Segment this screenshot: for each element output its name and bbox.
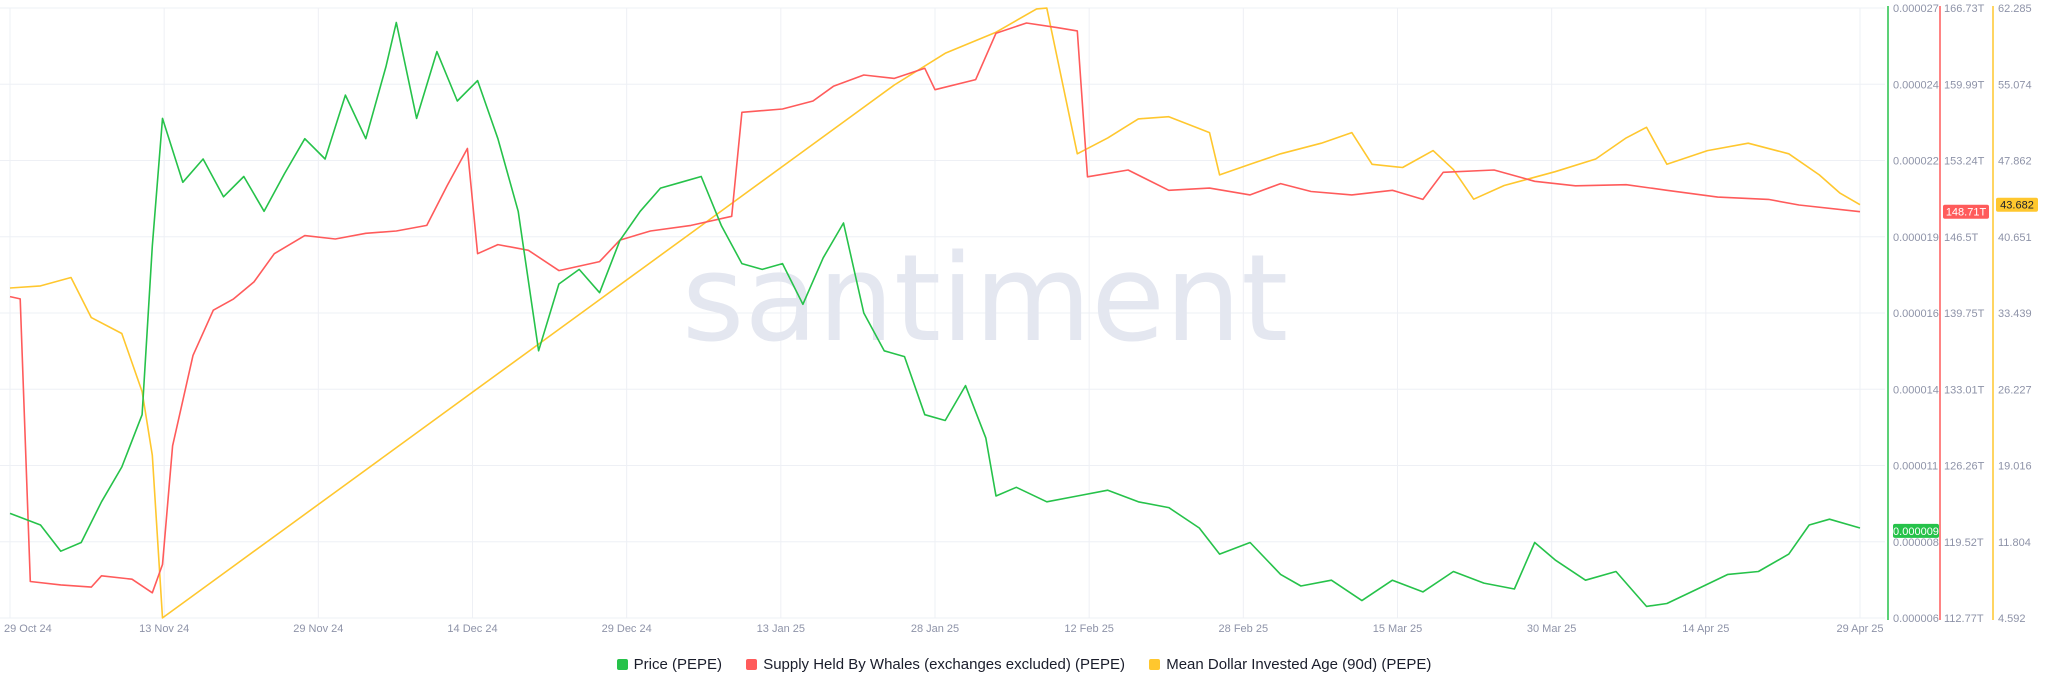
grid-lines [0,7,1885,619]
legend-item-age[interactable]: Mean Dollar Invested Age (90d) (PEPE) [1149,656,1431,673]
y-tick-label-price: 0.000011 [1893,461,1938,473]
y-tick-label-price: 0.000027 [1893,3,1939,15]
y-axes: 0.000027 0.000024 0.000022 0.000019 0.000016… [1887,3,2032,625]
last-value-badge-whales [1943,204,1989,219]
series-line-price [9,21,1861,608]
x-tick-label: 29 Nov 24 [293,623,343,635]
y-tick-label-price: 0.000022 [1893,156,1939,168]
series-lines [9,7,1861,619]
legend-label-age: Mean Dollar Invested Age (90d) (PEPE) [1166,656,1432,673]
x-tick-label: 28 Feb 25 [1219,623,1269,635]
y-tick-label-whales: 112.77T [1944,613,1984,625]
x-tick-label: 12 Feb 25 [1064,623,1114,635]
legend-swatch-price [616,659,628,670]
legend-swatch-age [1149,659,1161,670]
legend-swatch-whales [746,659,758,670]
legend: Price (PEPE) Supply Held By Whales (exch… [0,656,2048,673]
x-tick-label: 30 Mar 25 [1527,623,1577,635]
y-tick-label-price: 0.000016 [1893,308,1939,320]
y-tick-label-age: 19.016 [1998,461,2032,473]
series-line-whales [9,22,1861,594]
santiment-watermark: santiment [682,230,1288,369]
y-tick-label-whales: 126.26T [1944,461,1985,473]
y-tick-label-age: 33.439 [1998,308,2032,320]
x-tick-label: 15 Mar 25 [1373,623,1423,635]
x-tick-label: 29 Oct 24 [4,623,52,635]
legend-item-price[interactable]: Price (PEPE) [616,656,723,673]
y-tick-label-age: 47.862 [1998,156,2032,168]
last-value-text-price: 0.000009 [1893,526,1939,538]
y-tick-label-age: 26.227 [1998,384,2032,396]
y-tick-label-whales: 139.75T [1944,308,1985,320]
y-tick-label-whales: 153.24T [1944,156,1985,168]
x-tick-label: 29 Dec 24 [602,623,652,635]
x-tick-label: 14 Apr 25 [1682,623,1729,635]
y-tick-label-price: 0.000014 [1893,384,1939,396]
y-tick-label-price: 0.000024 [1893,79,1939,91]
x-tick-label: 14 Dec 24 [447,623,497,635]
legend-label-price: Price (PEPE) [633,656,723,673]
last-value-text-age: 43.682 [2000,200,2034,212]
y-tick-label-whales: 166.73T [1944,3,1985,15]
x-tick-label: 29 Apr 25 [1836,623,1883,635]
last-value-badges: 0.000009 148.71T 43.682 [1893,197,2038,538]
y-tick-label-whales: 119.52T [1944,537,1984,549]
x-tick-label: 13 Nov 24 [139,623,189,635]
y-tick-label-price: 0.000008 [1893,537,1939,549]
legend-item-whales[interactable]: Supply Held By Whales (exchanges exclude… [746,656,1125,673]
last-value-badge-age [1996,197,2038,212]
x-tick-label: 13 Jan 25 [757,623,805,635]
y-tick-label-whales: 133.01T [1944,384,1985,396]
x-axis: 29 Oct 24 13 Nov 24 29 Nov 24 14 Dec 24 29 D… [4,623,1884,635]
last-value-badge-price [1893,523,1939,538]
y-tick-label-whales: 159.99T [1944,79,1985,91]
legend-label-whales: Supply Held By Whales (exchanges exclude… [763,656,1126,673]
y-tick-label-price: 0.000019 [1893,232,1939,244]
y-tick-label-age: 11.804 [1998,537,2031,549]
y-tick-label-age: 55.074 [1998,79,2032,91]
y-tick-label-age: 4.592 [1998,613,2026,625]
x-tick-label: 28 Jan 25 [911,623,959,635]
y-tick-label-age: 62.285 [1998,3,2032,15]
y-tick-label-age: 40.651 [1998,232,2032,244]
last-value-text-whales: 148.71T [1946,207,1987,219]
series-line-age [9,7,1861,619]
y-tick-label-price: 0.000006 [1893,613,1939,625]
y-tick-label-whales: 146.5T [1944,232,1979,244]
